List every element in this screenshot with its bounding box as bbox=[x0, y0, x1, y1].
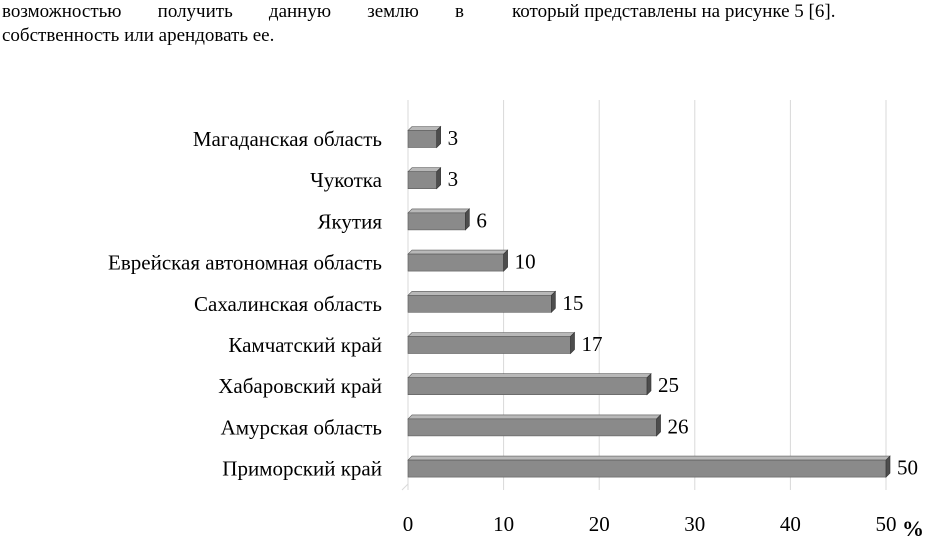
plot-floor-edge bbox=[401, 483, 409, 491]
category-label: Приморский край bbox=[222, 457, 382, 481]
x-tick-labels: 0 10 20 30 40 50 bbox=[403, 512, 897, 536]
bar-side-face bbox=[656, 414, 661, 437]
left-column-text: возможностью получить данную землю в соб… bbox=[2, 0, 464, 48]
bar-top-face bbox=[407, 208, 471, 214]
bar-front-face bbox=[407, 377, 648, 396]
right-column-text: который представлены на рисунке 5 [6]. bbox=[512, 0, 932, 24]
category-label: Камчатский край bbox=[228, 333, 382, 357]
bar-front-face bbox=[407, 459, 887, 478]
bar-top-face bbox=[407, 414, 662, 420]
left-text-line-1: возможностью получить данную землю в bbox=[2, 1, 464, 22]
x-tick-label: 20 bbox=[589, 512, 610, 536]
bar-top-face bbox=[407, 455, 891, 461]
right-text-line-1: который представлены на рисунке 5 [6]. bbox=[512, 1, 836, 22]
x-tick-label: 10 bbox=[493, 512, 514, 536]
bar-top-face bbox=[407, 167, 442, 172]
x-tick-label: 40 bbox=[780, 512, 801, 536]
bar-front-face bbox=[407, 171, 437, 189]
bar-top-face bbox=[407, 249, 509, 255]
bar bbox=[407, 290, 557, 314]
bar-side-face bbox=[503, 249, 508, 272]
bar bbox=[407, 331, 576, 355]
bar-top-face bbox=[407, 332, 576, 337]
bar-top-face bbox=[407, 126, 442, 131]
x-tick-label: 30 bbox=[684, 512, 705, 536]
bar-front-face bbox=[407, 212, 466, 231]
bar-side-face bbox=[465, 208, 470, 231]
bar-top-face bbox=[407, 373, 652, 379]
value-label: 25 bbox=[658, 373, 679, 397]
x-tick-label: 0 bbox=[403, 512, 414, 536]
value-label: 26 bbox=[668, 414, 689, 438]
value-label: 3 bbox=[448, 126, 459, 150]
bar-front-face bbox=[407, 253, 504, 272]
bar-front-face bbox=[407, 294, 552, 313]
bar-side-face bbox=[551, 290, 556, 314]
chart-bars bbox=[407, 125, 891, 478]
bar bbox=[407, 125, 442, 149]
category-label: Чукотка bbox=[310, 168, 383, 192]
bar bbox=[407, 414, 662, 437]
category-label: Еврейская автономная область bbox=[108, 251, 382, 275]
bar-front-face bbox=[407, 336, 571, 354]
value-label: 50 bbox=[897, 456, 918, 480]
bar-side-face bbox=[570, 331, 575, 355]
category-label: Амурская область bbox=[221, 415, 382, 439]
left-text-line-2: собственность или арендовать ее. bbox=[2, 25, 275, 46]
value-label: 6 bbox=[476, 208, 487, 232]
x-tick-label: 50 bbox=[876, 512, 897, 536]
bar-front-face bbox=[407, 418, 657, 437]
bar-front-face bbox=[407, 130, 437, 148]
bar-side-face bbox=[885, 455, 891, 478]
category-labels: Магаданская область Чукотка Якутия Еврейска… bbox=[108, 127, 383, 481]
bar bbox=[407, 166, 442, 190]
value-label: 15 bbox=[562, 291, 583, 315]
category-label: Якутия bbox=[318, 209, 383, 233]
value-label: 17 bbox=[582, 332, 603, 356]
bar-side-face bbox=[436, 166, 441, 190]
bar-side-face bbox=[436, 125, 441, 149]
value-label: 10 bbox=[515, 250, 536, 274]
bar bbox=[407, 455, 891, 478]
category-label: Сахалинская область bbox=[194, 292, 382, 316]
bar-side-face bbox=[646, 372, 652, 396]
x-axis-label: % bbox=[902, 516, 924, 539]
bar bbox=[407, 208, 471, 231]
category-label: Хабаровский край bbox=[218, 374, 382, 398]
bar bbox=[407, 249, 509, 272]
category-label: Магаданская область bbox=[193, 127, 382, 151]
bar-top-face bbox=[407, 290, 557, 296]
bar bbox=[407, 372, 652, 396]
value-label: 3 bbox=[448, 167, 459, 191]
